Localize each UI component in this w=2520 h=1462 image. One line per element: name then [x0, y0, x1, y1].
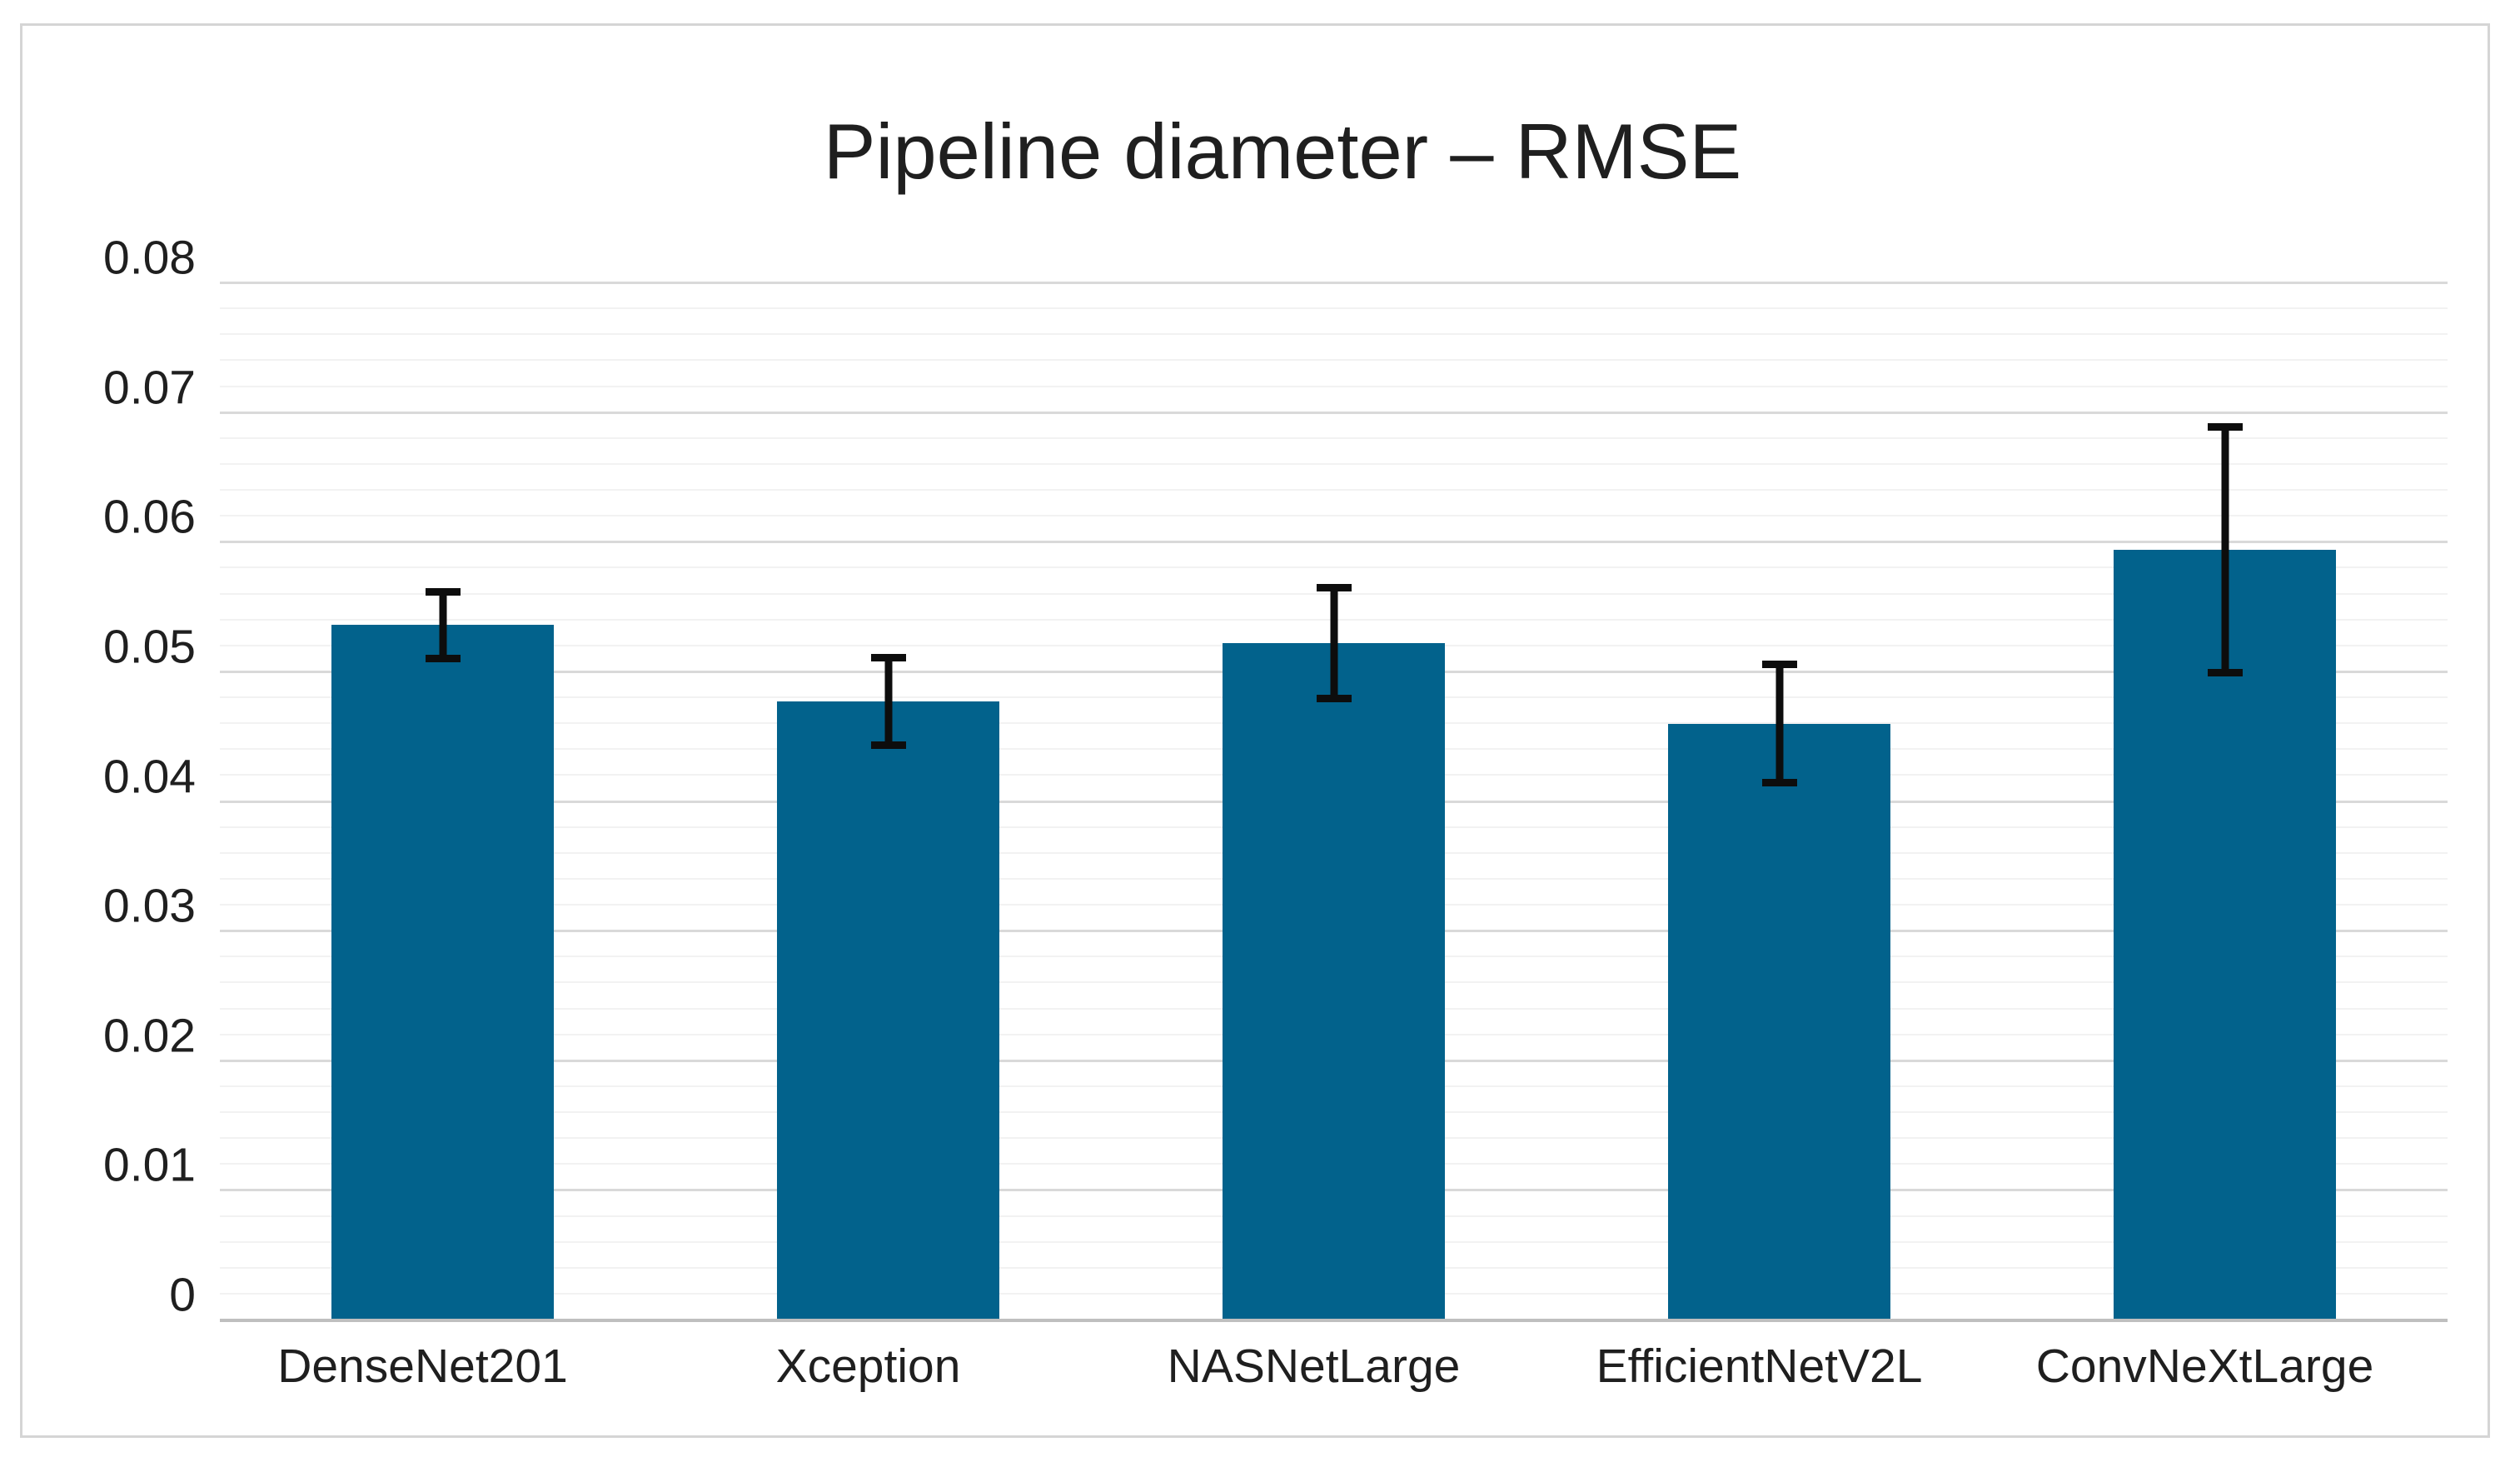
gridline-major: [220, 541, 2448, 544]
bar-densenet201: [331, 625, 554, 1319]
gridline-minor: [220, 385, 2448, 387]
error-bar-stem: [1775, 664, 1783, 784]
error-bar-stem: [439, 591, 446, 659]
gridline-major: [220, 282, 2448, 284]
x-axis-line: [220, 1319, 2448, 1322]
gridline-minor: [220, 462, 2448, 465]
x-category-label-densenet201: DenseNet201: [277, 1340, 568, 1393]
x-category-label-xception: Xception: [775, 1340, 961, 1393]
gridline-minor: [220, 359, 2448, 362]
y-tick-label-0.05: 0.05: [103, 620, 196, 674]
chart-frame: Pipeline diameter – RMSE 0 0.01 0.02 0.03 0.…: [20, 23, 2490, 1438]
y-tick-label-0.04: 0.04: [103, 750, 196, 803]
gridline-minor: [220, 437, 2448, 439]
y-tick-label-0.03: 0.03: [103, 879, 196, 933]
gridline-major: [220, 411, 2448, 414]
x-category-label-convnextlarge: ConvNeXtLarge: [2035, 1340, 2374, 1393]
error-bar-stem: [2221, 427, 2229, 673]
gridline-minor: [220, 333, 2448, 336]
x-category-label-efficientnetv2l: EfficientNetV2L: [1596, 1340, 1923, 1393]
y-tick-label-0.06: 0.06: [103, 490, 196, 544]
error-bar-densenet201: [425, 587, 461, 662]
error-bar-cap: [870, 741, 906, 750]
y-tick-label-0.02: 0.02: [103, 1009, 196, 1063]
error-bar-cap: [1761, 779, 1797, 787]
bar-xception: [777, 701, 999, 1319]
y-tick-label-0.07: 0.07: [103, 361, 196, 415]
gridline-minor: [220, 307, 2448, 310]
error-bar-stem: [1330, 587, 1337, 700]
bar-convnextlarge: [2114, 550, 2336, 1319]
error-bar-nasnetlarge: [1316, 584, 1352, 703]
x-category-label-nasnetlarge: NASNetLarge: [1167, 1340, 1461, 1393]
plot-area: [220, 282, 2448, 1322]
gridline-minor: [220, 566, 2448, 569]
gridline-minor: [220, 489, 2448, 491]
error-bar-cap: [1316, 695, 1352, 703]
chart-title: Pipeline diameter – RMSE: [823, 107, 1742, 195]
gridline-minor: [220, 515, 2448, 517]
error-bar-cap: [2207, 668, 2243, 676]
y-tick-label-0.01: 0.01: [103, 1138, 196, 1192]
y-tick-label-0.08: 0.08: [103, 231, 196, 285]
error-bar-xception: [870, 654, 906, 750]
bar-efficientnetv2l: [1668, 723, 1890, 1319]
error-bar-stem: [884, 657, 892, 746]
bar-nasnetlarge: [1223, 643, 1445, 1319]
error-bar-convnextlarge: [2207, 423, 2243, 676]
error-bar-efficientnetv2l: [1761, 661, 1797, 787]
y-tick-label-0: 0: [169, 1268, 196, 1322]
error-bar-cap: [425, 654, 461, 662]
